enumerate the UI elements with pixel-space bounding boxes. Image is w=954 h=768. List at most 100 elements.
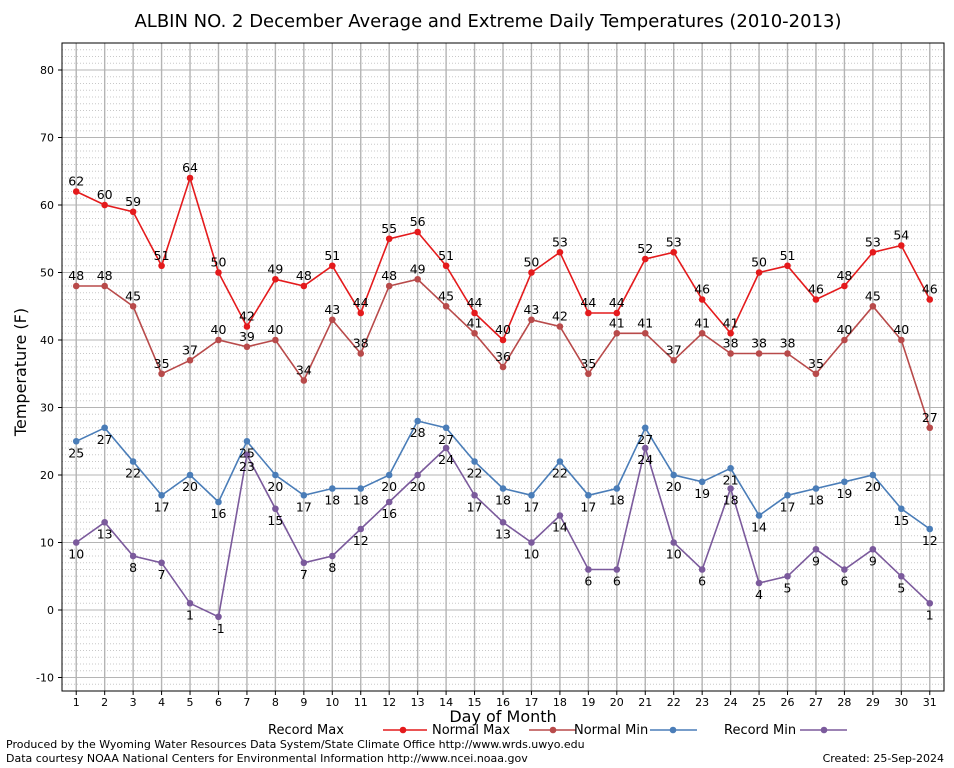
data-point-record-min	[898, 572, 905, 580]
x-tick-label: 28	[837, 696, 851, 709]
data-label-record-max: 44	[580, 295, 596, 310]
data-label-record-max: 48	[836, 268, 852, 283]
data-point-normal-max	[300, 377, 308, 384]
data-point-normal-min	[869, 471, 877, 479]
data-label-normal-min: 19	[694, 486, 710, 501]
data-point-normal-min	[129, 458, 137, 465]
y-tick-label: 30	[40, 402, 54, 415]
data-label-record-min: 24	[438, 452, 454, 467]
data-point-record-max	[215, 269, 222, 276]
data-label-record-min: 7	[158, 567, 166, 582]
data-point-record-max	[898, 242, 905, 249]
data-label-record-max: 56	[410, 214, 426, 229]
data-label-record-max: 51	[780, 248, 796, 263]
data-point-normal-max	[727, 350, 734, 357]
data-label-record-max: 41	[723, 315, 739, 330]
data-label-normal-max: 45	[865, 288, 881, 303]
legend-item-record-min: Record Min	[724, 723, 847, 738]
data-label-record-max: 64	[182, 160, 198, 175]
data-label-normal-max: 49	[410, 261, 426, 276]
data-point-record-max	[556, 248, 564, 256]
data-point-normal-max	[670, 356, 678, 364]
legend-item-record-max: Record Max	[268, 723, 427, 738]
data-label-normal-min: 17	[154, 499, 170, 514]
data-label-record-min: 16	[381, 506, 397, 521]
data-point-record-max	[784, 262, 791, 270]
data-point-normal-max	[784, 350, 791, 357]
series-normal-min	[72, 417, 934, 533]
data-label-normal-min: 27	[97, 432, 113, 447]
data-label-record-max: 51	[324, 248, 340, 263]
data-point-record-min	[869, 545, 877, 553]
data-label-record-min: 8	[129, 560, 137, 575]
x-tick-label: 27	[809, 696, 823, 709]
data-label-normal-min: 14	[751, 520, 767, 535]
data-point-record-max	[698, 296, 706, 303]
data-label-normal-min: 20	[865, 479, 881, 494]
data-label-normal-max: 38	[723, 336, 739, 351]
x-tick-label: 14	[439, 696, 453, 709]
data-label-normal-min: 28	[410, 425, 426, 440]
data-point-normal-min	[328, 485, 336, 492]
data-point-normal-max	[698, 329, 706, 337]
data-point-normal-min	[898, 505, 905, 513]
data-label-record-max: 62	[68, 174, 84, 189]
data-point-normal-max	[499, 363, 507, 371]
data-point-normal-max	[641, 329, 649, 337]
data-point-normal-min	[471, 458, 478, 465]
series-record-min	[72, 444, 934, 621]
data-point-record-min	[442, 444, 450, 452]
data-point-record-min	[129, 552, 137, 560]
x-tick-label: 20	[610, 696, 624, 709]
data-point-normal-min	[300, 491, 308, 499]
data-point-record-max	[186, 174, 194, 182]
data-point-record-max	[357, 309, 365, 317]
y-tick-label: 10	[40, 537, 54, 550]
legend-marker-normal-max	[549, 726, 557, 734]
data-point-record-max	[385, 235, 393, 243]
series-normal-max	[72, 275, 934, 432]
data-label-normal-max: 40	[836, 322, 852, 337]
data-point-record-min	[414, 471, 421, 479]
data-point-normal-max	[812, 370, 820, 378]
data-label-record-min: 9	[869, 553, 877, 568]
data-label-normal-max: 41	[694, 315, 710, 330]
footer-credit-line-1: Produced by the Wyoming Water Resources …	[6, 738, 585, 751]
x-tick-label: 19	[581, 696, 595, 709]
data-label-record-max: 44	[353, 295, 369, 310]
series-layer	[72, 174, 934, 621]
legend-label-record-max: Record Max	[268, 723, 344, 738]
data-point-record-max	[841, 282, 848, 290]
data-label-record-max: 53	[552, 234, 568, 249]
data-point-record-max	[272, 275, 279, 283]
data-point-record-max	[641, 255, 649, 263]
legend-label-normal-max: Normal Max	[432, 723, 510, 738]
data-label-record-max: 53	[865, 234, 881, 249]
data-label-normal-min: 27	[637, 432, 653, 447]
data-label-record-min: 10	[523, 547, 539, 562]
data-point-record-min	[926, 599, 934, 607]
footer-credit-line-2: Data courtesy NOAA National Centers for …	[6, 752, 528, 765]
data-label-normal-max: 36	[495, 349, 511, 364]
data-label-record-max: 55	[381, 221, 397, 236]
x-tick-label: 8	[272, 696, 279, 709]
data-point-record-max	[471, 309, 478, 317]
data-point-record-max	[101, 201, 108, 209]
data-label-record-min: 10	[68, 547, 84, 562]
data-label-record-max: 52	[637, 241, 653, 256]
data-label-normal-min: 18	[324, 493, 340, 508]
data-point-record-min	[585, 566, 592, 573]
data-label-normal-min: 20	[381, 479, 397, 494]
data-point-record-min	[300, 559, 308, 567]
x-tick-label: 22	[667, 696, 681, 709]
y-tick-label: 50	[40, 267, 54, 280]
data-point-normal-max	[385, 282, 393, 290]
data-point-normal-min	[101, 424, 108, 432]
data-label-normal-max: 39	[239, 329, 255, 344]
x-tick-label: 30	[894, 696, 908, 709]
data-point-normal-min	[442, 424, 450, 432]
data-point-normal-min	[613, 485, 621, 492]
x-tick-label: 1	[73, 696, 80, 709]
data-label-record-min: 6	[698, 574, 706, 589]
